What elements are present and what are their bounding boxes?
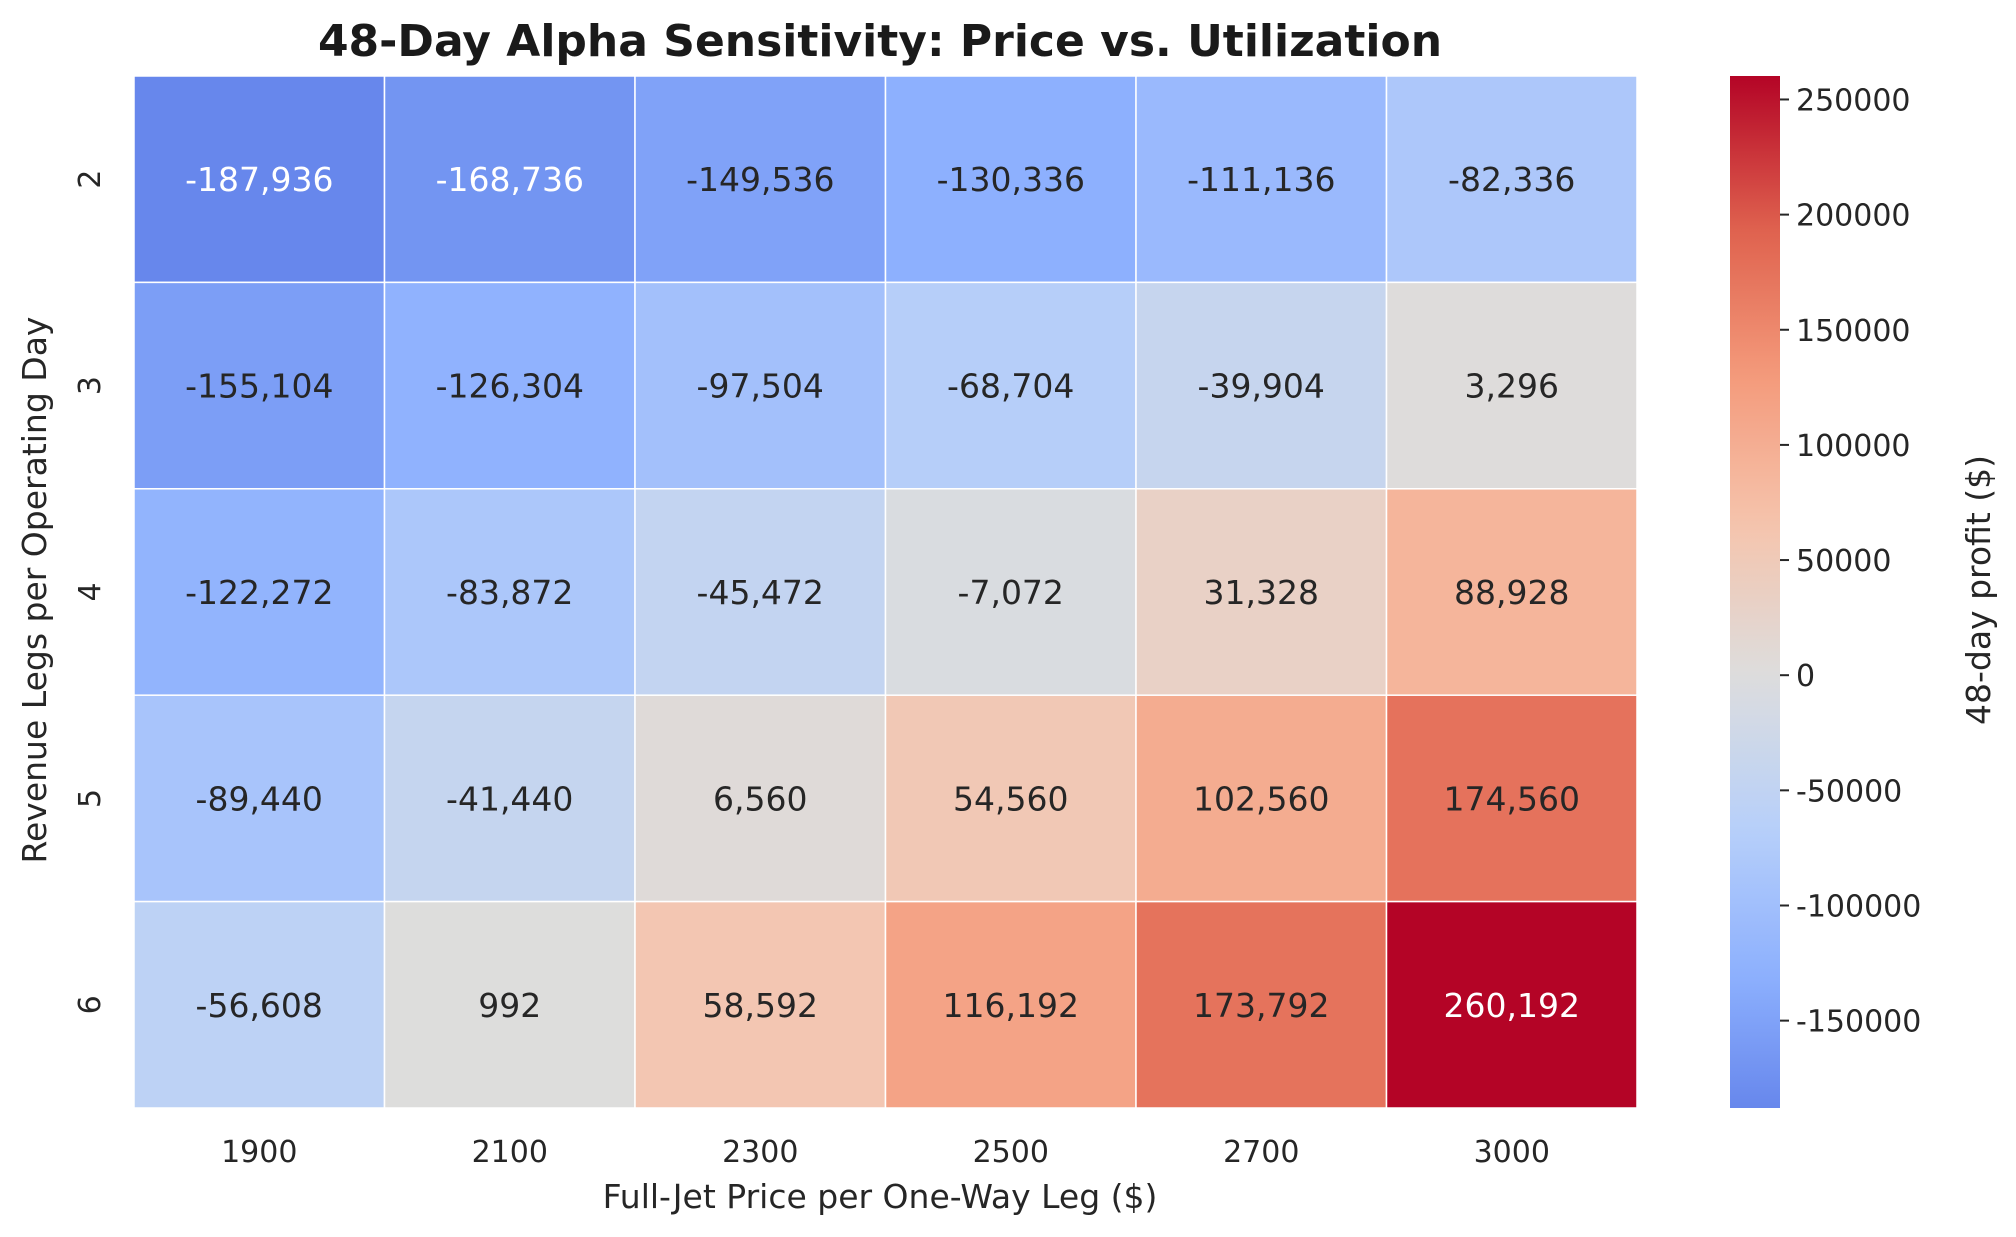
- heatmap-cells: -187,936 -168,736 -149,536 -130,336 -111,136…: [133, 75, 1638, 1109]
- colorbar-tick-label: -150000: [1796, 1005, 1921, 1040]
- cell-value-label: 58,592: [703, 986, 818, 1025]
- heatmap-cell: [133, 75, 386, 284]
- cell-value-label: -130,336: [937, 160, 1085, 199]
- cell-value-label: -82,336: [1448, 160, 1575, 199]
- cell-value-label: -39,904: [1198, 367, 1325, 406]
- heatmap-cell: [884, 281, 1137, 490]
- x-tick-label: 2300: [722, 1135, 798, 1170]
- colorbar-tick-label: -50000: [1796, 774, 1902, 809]
- colorbar: -150000 -100000 -50000 0 50000 100000 150000 20…: [1730, 76, 1998, 1108]
- cell-value-label: 6,560: [713, 779, 807, 818]
- heatmap-cell: [884, 75, 1137, 284]
- heatmap-cell: [884, 488, 1137, 696]
- y-tick-label: 2: [73, 170, 108, 189]
- colorbar-tick-label: 250000: [1796, 83, 1911, 118]
- cell-value-label: -7,072: [958, 573, 1064, 612]
- heatmap-cell: [133, 488, 386, 696]
- heatmap-cell: [1385, 281, 1638, 490]
- cell-value-label: -168,736: [436, 160, 584, 199]
- colorbar-tick-label: 50000: [1796, 544, 1891, 579]
- x-tick-label: 2700: [1223, 1135, 1299, 1170]
- cell-value-label: -126,304: [436, 367, 584, 406]
- x-tick-label: 2100: [472, 1135, 548, 1170]
- heatmap-cell: [133, 900, 386, 1109]
- heatmap-cell: [634, 488, 887, 696]
- heatmap-cell: [383, 281, 636, 490]
- cell-value-label: 260,192: [1444, 986, 1580, 1025]
- colorbar-tick-label: 150000: [1796, 314, 1911, 349]
- y-tick-label: 5: [73, 789, 108, 808]
- heatmap-cell: [1385, 900, 1638, 1109]
- x-tick-label: 1900: [221, 1135, 297, 1170]
- y-tick-label: 3: [73, 376, 108, 395]
- heatmap-cell: [884, 900, 1137, 1109]
- colorbar-label: 48-day profit ($): [1959, 455, 1998, 725]
- heatmap-cell: [1135, 75, 1388, 284]
- cell-value-label: 54,560: [953, 779, 1068, 818]
- heatmap-cell: [1385, 694, 1638, 903]
- colorbar-tick-label: 200000: [1796, 199, 1911, 234]
- cell-value-label: 31,328: [1204, 573, 1319, 612]
- cell-value-label: -83,872: [446, 573, 573, 612]
- y-axis-label: Revenue Legs per Operating Day: [15, 317, 54, 864]
- y-tick-label: 4: [73, 582, 108, 601]
- colorbar-tick-label: -100000: [1796, 889, 1921, 924]
- cell-value-label: -97,504: [697, 367, 824, 406]
- colorbar-tick-label: 0: [1796, 659, 1815, 694]
- cell-value-label: 173,792: [1193, 986, 1329, 1025]
- cell-value-label: -41,440: [446, 779, 573, 818]
- y-axis-ticks: 2 3 4 5 6: [73, 170, 108, 1015]
- chart-title: 48-Day Alpha Sensitivity: Price vs. Util…: [318, 16, 1442, 67]
- colorbar-ticks: -150000 -100000 -50000 0 50000 100000 150000 20…: [1780, 83, 1921, 1040]
- cell-value-label: -68,704: [947, 367, 1074, 406]
- heatmap-cell: [634, 75, 887, 284]
- y-tick-label: 6: [73, 995, 108, 1014]
- cell-value-label: 3,296: [1465, 367, 1559, 406]
- heatmap-cell: [1135, 900, 1388, 1109]
- cell-value-label: 174,560: [1444, 779, 1580, 818]
- cell-value-label: 116,192: [943, 986, 1079, 1025]
- heatmap-cell: [634, 900, 887, 1109]
- heatmap-cell: [133, 694, 386, 903]
- cell-value-label: -56,608: [196, 986, 323, 1025]
- cell-value-label: 992: [478, 986, 541, 1025]
- x-tick-label: 2500: [973, 1135, 1049, 1170]
- cell-value-label: -111,136: [1187, 160, 1335, 199]
- cell-value-label: -122,272: [185, 573, 333, 612]
- cell-value-label: -155,104: [185, 367, 333, 406]
- heatmap-cell: [884, 694, 1137, 903]
- cell-value-label: 102,560: [1193, 779, 1329, 818]
- cell-value-label: -89,440: [196, 779, 323, 818]
- cell-value-label: -187,936: [185, 160, 333, 199]
- cell-value-label: 88,928: [1454, 573, 1569, 612]
- colorbar-tick-label: 100000: [1796, 429, 1911, 464]
- cell-value-label: -149,536: [686, 160, 834, 199]
- heatmap-cell: [383, 488, 636, 696]
- heatmap-cell: [383, 694, 636, 903]
- x-axis-label: Full-Jet Price per One-Way Leg ($): [603, 1177, 1158, 1216]
- heatmap-cell: [1385, 488, 1638, 696]
- heatmap-cell: [133, 281, 386, 490]
- x-axis-ticks: 1900 2100 2300 2500 2700 3000: [221, 1135, 1550, 1170]
- heatmap-cell: [1135, 488, 1388, 696]
- cell-value-label: -45,472: [697, 573, 824, 612]
- heatmap-cell: [383, 75, 636, 284]
- x-tick-label: 3000: [1474, 1135, 1550, 1170]
- heatmap-cell: [1135, 694, 1388, 903]
- heatmap-cell: [634, 694, 887, 903]
- colorbar-gradient: [1730, 76, 1780, 1108]
- heatmap-cell: [1385, 75, 1638, 284]
